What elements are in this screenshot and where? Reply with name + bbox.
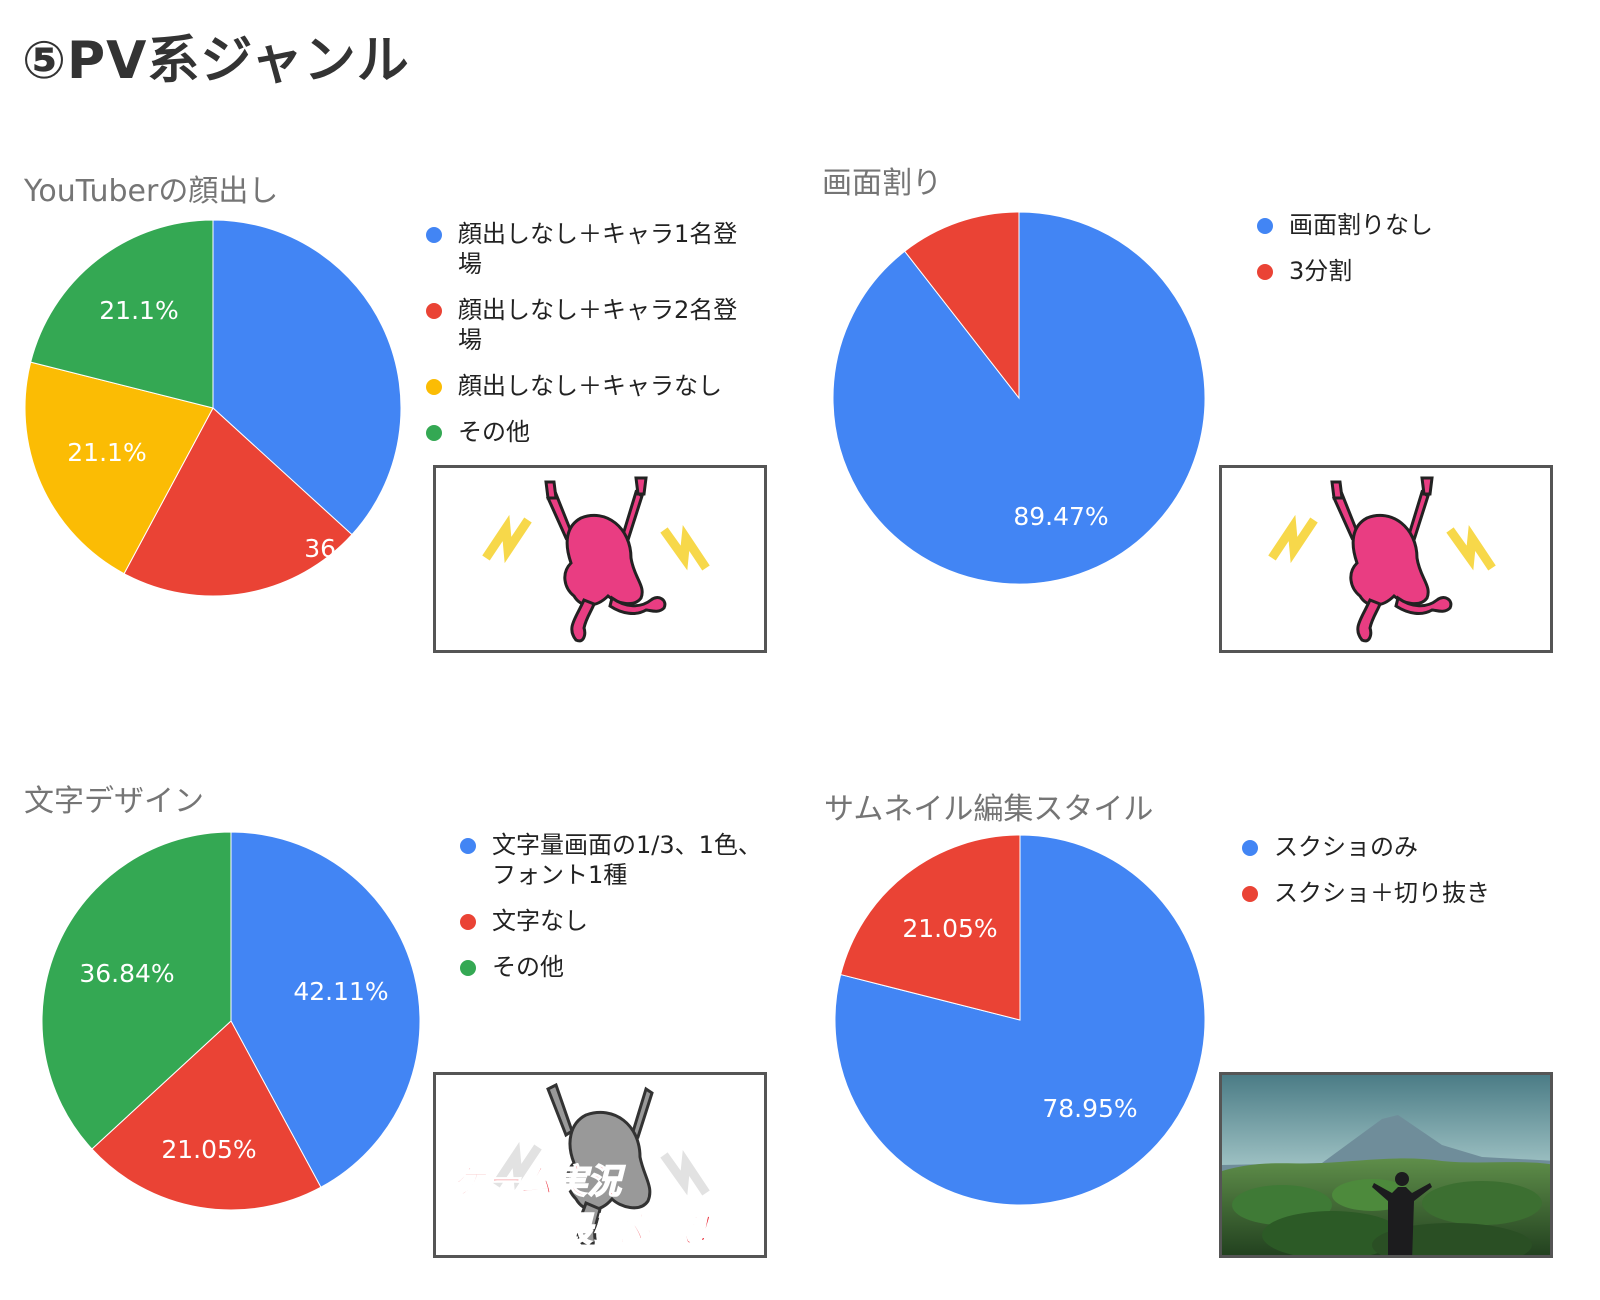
slice-data-label: 78.95% [1042, 1094, 1137, 1123]
pie-slice [834, 834, 1206, 1206]
thumbnail-monster-1 [433, 465, 767, 653]
pie-slice [123, 407, 353, 597]
overlay-line1: ゲーム実況 [452, 1162, 626, 1202]
legend-split: 画面割りなし 3分割 [1255, 210, 1575, 302]
legend-label: その他 [492, 953, 564, 981]
legend-item: 3分割 [1255, 256, 1575, 286]
legend-item: その他 [458, 952, 778, 982]
pie-slice [212, 219, 402, 536]
pie-chart-thumbnail-style: 78.95% 21.05% [834, 834, 1206, 1206]
legend-item: 顔出しなし＋キャラ1名登場 [424, 219, 754, 279]
legend-swatch [426, 379, 442, 395]
legend-swatch [426, 425, 442, 441]
pie-slice [904, 211, 1020, 400]
slice-data-label: 21.1% [99, 296, 178, 325]
pie-slice [41, 831, 232, 1150]
mountain-landscape-icon [1222, 1075, 1550, 1255]
chart-title-text-design: 文字デザイン [24, 784, 204, 819]
pie-slice [91, 1020, 322, 1211]
pie-slice [24, 361, 214, 575]
legend-swatch [426, 227, 442, 243]
slice-data-label: 36.84% [79, 959, 174, 988]
legend-label: スクショのみ [1274, 833, 1418, 861]
legend-swatch [1242, 840, 1258, 856]
pink-monster-icon [1268, 476, 1496, 643]
legend-item: その他 [424, 417, 754, 447]
thumbnail-landscape-photo [1219, 1072, 1553, 1258]
pie-chart-split: 89.47% [832, 211, 1206, 585]
slice-data-label: 21.05% [902, 914, 997, 943]
chart-title-thumbnail-style: サムネイル編集スタイル [824, 792, 1154, 827]
slice-data-label: 42.11% [293, 977, 388, 1006]
pink-monster-icon [482, 476, 710, 643]
slice-data-label: 36.8% [304, 534, 383, 563]
legend-label: 顔出しなし＋キャラ1名登場 [458, 220, 738, 278]
chart-title-face: YouTuberの顔出し [24, 174, 279, 209]
legend-label: 顔出しなし＋キャラ2名登場 [458, 296, 738, 354]
legend-item: 顔出しなし＋キャラ2名登場 [424, 295, 754, 355]
legend-label: 3分割 [1289, 257, 1353, 285]
legend-face: 顔出しなし＋キャラ1名登場 顔出しなし＋キャラ2名登場顔出しなし＋キャラなし その他 [424, 219, 754, 463]
legend-item: 文字量画面の1/3、1色、フォント1種 [458, 830, 778, 890]
legend-swatch [1257, 264, 1273, 280]
thumbnail-game-text: ゲーム実況 最強対戦！ [433, 1072, 767, 1258]
legend-label: 文字なし [492, 907, 588, 935]
legend-swatch [1242, 886, 1258, 902]
legend-item: 画面割りなし [1255, 210, 1575, 240]
legend-thumbnail-style: スクショのみスクショ＋切り抜き [1240, 832, 1580, 924]
legend-label: 顔出しなし＋キャラなし [458, 372, 722, 400]
legend-label: 画面割りなし [1289, 211, 1433, 239]
slice-data-label: 21.1% [197, 714, 276, 743]
chart-title-split: 画面割り [822, 166, 942, 201]
pie-slice [230, 831, 421, 1188]
gray-monster-icon: ゲーム実況 最強対戦！ [451, 1082, 729, 1251]
pie-chart-face: 36.8% 21.1% 21.1% 21.1% [24, 219, 402, 743]
legend-swatch [1257, 218, 1273, 234]
legend-label: スクショ＋切り抜き [1274, 879, 1490, 907]
legend-text-design: 文字量画面の1/3、1色、フォント1種文字なしその他 [458, 830, 778, 998]
legend-swatch [460, 914, 476, 930]
legend-item: スクショ＋切り抜き [1240, 878, 1580, 908]
slice-data-label: 21.05% [161, 1135, 256, 1164]
legend-swatch [460, 960, 476, 976]
legend-item: スクショのみ [1240, 832, 1580, 862]
overlay-line2: 最強対戦！ [558, 1210, 728, 1250]
pie-slice [840, 834, 1021, 1021]
legend-item: 顔出しなし＋キャラなし [424, 371, 754, 401]
page-title: ⑤PV系ジャンル [22, 31, 410, 91]
legend-item: 文字なし [458, 906, 778, 936]
legend-swatch [426, 303, 442, 319]
legend-label: その他 [458, 418, 530, 446]
slice-data-label: 89.47% [1013, 502, 1108, 531]
legend-label: 文字量画面の1/3、1色、フォント1種 [492, 831, 762, 889]
slice-data-label: 21.1% [67, 438, 146, 467]
pie-slice [30, 219, 214, 409]
pie-chart-text-design: 42.11% 21.05% 36.84% [41, 831, 421, 1211]
thumbnail-monster-2 [1219, 465, 1553, 653]
legend-swatch [460, 838, 476, 854]
